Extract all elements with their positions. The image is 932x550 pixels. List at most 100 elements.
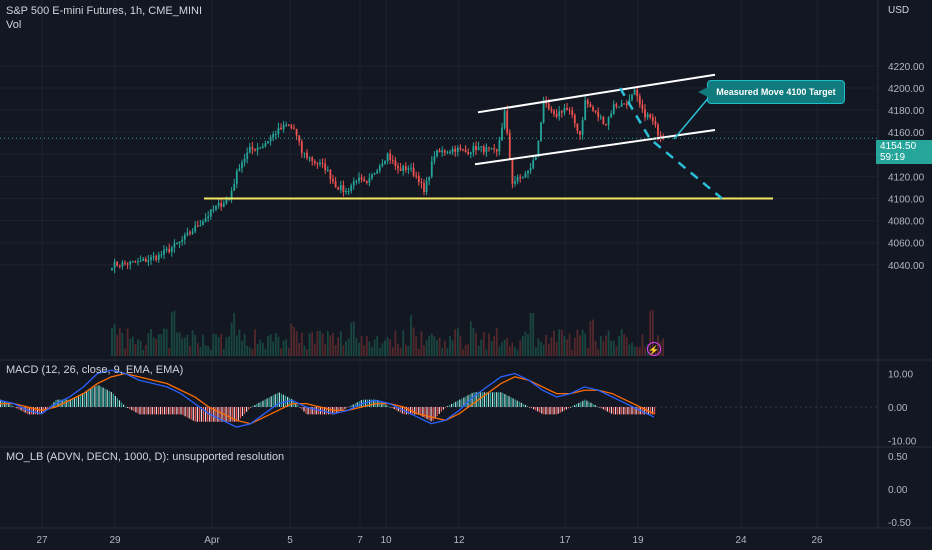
macd-histogram-bar — [225, 407, 227, 422]
volume-bar — [199, 347, 202, 356]
candle-body — [256, 147, 259, 151]
macd-histogram-bar — [567, 407, 570, 409]
volume-bar — [625, 337, 628, 356]
candle-body — [537, 140, 540, 158]
candle-body — [316, 163, 319, 165]
volume-bar — [410, 315, 412, 356]
volume-bar — [144, 344, 147, 356]
volume-bar — [462, 349, 464, 356]
last-price-badge: 4154.50 59:19 — [876, 140, 932, 164]
volume-bar — [488, 333, 490, 356]
grid-lines — [0, 0, 932, 529]
candle-body — [579, 130, 581, 135]
volume-bar — [246, 345, 249, 356]
channel-upper-line — [477, 73, 716, 114]
candle-body — [303, 152, 306, 154]
volume-bar — [417, 348, 420, 356]
macd-histogram-bar — [533, 407, 535, 410]
macd-label[interactable]: MACD (12, 26, close, 9, EMA, EMA) — [6, 364, 184, 376]
volume-bar — [150, 328, 152, 356]
candle-body — [631, 94, 633, 100]
macd-histogram-bar — [309, 407, 311, 415]
candle-body — [620, 103, 623, 107]
volume-bar — [160, 333, 163, 356]
candle-body — [207, 216, 210, 219]
annotation-callout[interactable]: Measured Move 4100 Target — [698, 80, 845, 104]
candle-body — [163, 249, 165, 255]
flash-icon[interactable]: ⚡ — [647, 342, 661, 356]
candle-body — [215, 205, 217, 210]
volume-bar — [306, 349, 308, 356]
candle-body — [222, 203, 225, 207]
macd-histogram-bar — [24, 407, 26, 413]
candle-body — [111, 268, 113, 271]
macd-histogram-bar — [79, 394, 82, 407]
volume-bar — [334, 344, 337, 356]
macd-histogram-bar — [522, 403, 524, 407]
macd-histogram-bar — [459, 399, 461, 407]
macd-histogram-bar — [67, 399, 69, 407]
volume-bar — [641, 334, 644, 356]
candle-body — [173, 243, 176, 248]
candle-body — [269, 137, 272, 142]
macd-histogram-bar — [174, 407, 176, 415]
candle-body — [157, 254, 160, 260]
candle-body — [514, 181, 516, 184]
candle-body — [389, 153, 392, 160]
candle-body — [139, 260, 142, 262]
candle-body — [332, 179, 334, 182]
macd-histogram-bar — [328, 407, 330, 415]
candlestick-series — [111, 86, 665, 274]
time-tick-label: 7 — [357, 535, 363, 546]
macd-histogram-bar — [248, 407, 250, 410]
mo-lb-label[interactable]: MO_LB (ADVN, DECN, 1000, D): unsupported… — [6, 451, 285, 463]
candle-body — [459, 147, 462, 150]
volume-bar — [529, 312, 532, 356]
volume-bar — [326, 330, 329, 356]
macd-histogram-bar — [612, 407, 615, 415]
volume-bar — [233, 312, 236, 356]
macd-histogram-bar — [272, 395, 274, 407]
volume-bars — [111, 310, 665, 356]
macd-histogram-bar — [446, 406, 449, 407]
volume-bar — [428, 335, 431, 356]
volume-bar — [579, 335, 581, 356]
candle-body — [412, 167, 415, 176]
candle-body — [324, 163, 327, 171]
macd-histogram-bar — [381, 402, 383, 407]
macd-histogram-bar — [574, 405, 576, 407]
candle-body — [503, 110, 506, 128]
symbol-title[interactable]: S&P 500 E-mini Futures, 1h, CME_MINI — [6, 5, 203, 17]
volume-bar — [176, 332, 178, 356]
macd-histogram-bar — [592, 403, 594, 407]
candle-body — [508, 132, 511, 160]
macd-histogram-bar — [86, 390, 88, 407]
mo-tick-label: 0.50 — [888, 452, 908, 463]
volume-bar — [485, 349, 488, 356]
macd-histogram-bar — [92, 387, 94, 407]
macd-histogram-bar — [317, 407, 319, 415]
candle-body — [475, 145, 477, 151]
macd-histogram-bar — [369, 399, 371, 407]
candle-body — [605, 124, 607, 126]
candle-body — [415, 175, 418, 177]
macd-histogram-bar — [500, 392, 502, 407]
macd-histogram-bar — [159, 407, 162, 415]
volume-bar — [605, 335, 607, 356]
macd-histogram-bar — [465, 396, 467, 407]
macd-histogram-bar — [578, 402, 580, 407]
volume-bar — [238, 329, 241, 356]
volume-bar — [129, 338, 132, 356]
volume-bar — [508, 346, 511, 356]
candle-body — [235, 170, 238, 184]
candle-body — [540, 122, 542, 141]
volume-bar — [495, 328, 498, 356]
macd-histogram-bar — [219, 407, 221, 422]
volume-bar — [493, 336, 496, 356]
volume-bar — [194, 334, 197, 356]
candle-body — [490, 148, 493, 150]
candle-body — [365, 180, 368, 183]
candle-body — [282, 124, 285, 130]
candle-body — [220, 203, 223, 207]
